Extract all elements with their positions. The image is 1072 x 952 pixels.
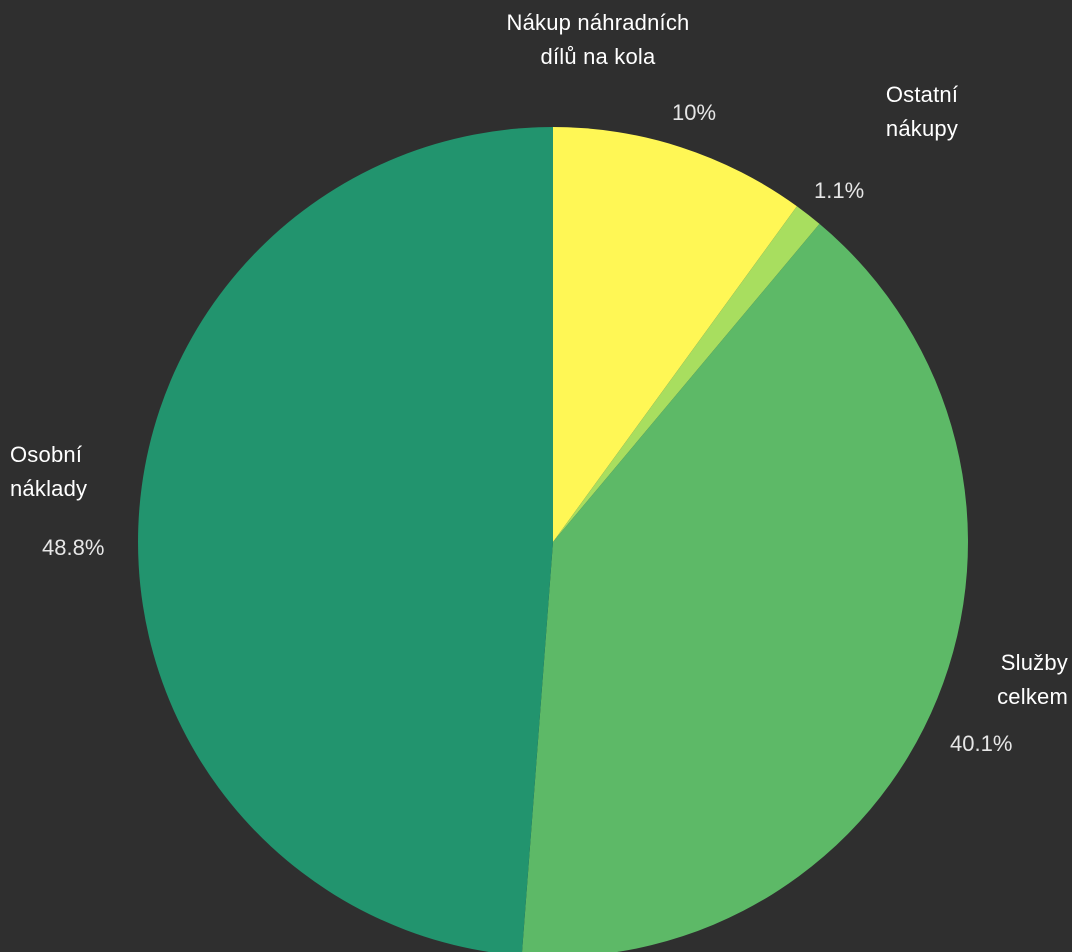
slice-label-sluzby-celkem: Služby celkem <box>997 650 1068 709</box>
slice-label-nakup-nahradnich-dilu: Nákup náhradních dílů na kola <box>506 10 690 69</box>
slice-value-nakup-nahradnich-dilu: 10% <box>672 100 717 125</box>
slice-label-osobni-naklady: Osobní náklady <box>10 442 88 501</box>
pie-slice-osobni-naklady <box>138 127 553 952</box>
slice-value-osobni-naklady: 48.8% <box>42 535 105 560</box>
pie-slice-sluzby-celkem <box>522 223 968 952</box>
pie-slice-nakup-nahradnich-dilu <box>553 127 797 542</box>
pie-slice-ostatni-nakupy <box>553 206 820 542</box>
slice-label-ostatni-nakupy: Ostatní nákupy <box>885 82 959 141</box>
slice-value-sluzby-celkem: 40.1% <box>950 731 1013 756</box>
slice-value-ostatni-nakupy: 1.1% <box>814 178 865 203</box>
